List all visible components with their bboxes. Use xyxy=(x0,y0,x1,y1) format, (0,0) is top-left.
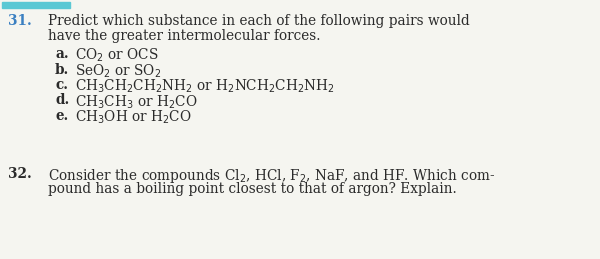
Text: CH$_3$CH$_2$CH$_2$NH$_2$ or H$_2$NCH$_2$CH$_2$NH$_2$: CH$_3$CH$_2$CH$_2$NH$_2$ or H$_2$NCH$_2$… xyxy=(75,78,335,95)
Text: Consider the compounds Cl$_2$, HCl, F$_2$, NaF, and HF. Which com-: Consider the compounds Cl$_2$, HCl, F$_2… xyxy=(48,167,495,185)
Text: CH$_3$CH$_3$ or H$_2$CO: CH$_3$CH$_3$ or H$_2$CO xyxy=(75,93,197,111)
Text: SeO$_2$ or SO$_2$: SeO$_2$ or SO$_2$ xyxy=(75,62,161,80)
Text: pound has a boiling point closest to that of argon? Explain.: pound has a boiling point closest to tha… xyxy=(48,182,457,196)
Text: 32.: 32. xyxy=(8,167,32,181)
Text: d.: d. xyxy=(55,93,69,107)
Text: CH$_3$OH or H$_2$CO: CH$_3$OH or H$_2$CO xyxy=(75,109,191,126)
Text: Predict which substance in each of the following pairs would: Predict which substance in each of the f… xyxy=(48,14,470,28)
Text: CO$_2$ or OCS: CO$_2$ or OCS xyxy=(75,47,158,64)
Text: b.: b. xyxy=(55,62,69,76)
Bar xyxy=(2,2,70,8)
Text: e.: e. xyxy=(55,109,68,123)
Text: have the greater intermolecular forces.: have the greater intermolecular forces. xyxy=(48,29,320,43)
Text: c.: c. xyxy=(55,78,68,92)
Text: 31.: 31. xyxy=(8,14,32,28)
Text: a.: a. xyxy=(55,47,68,61)
